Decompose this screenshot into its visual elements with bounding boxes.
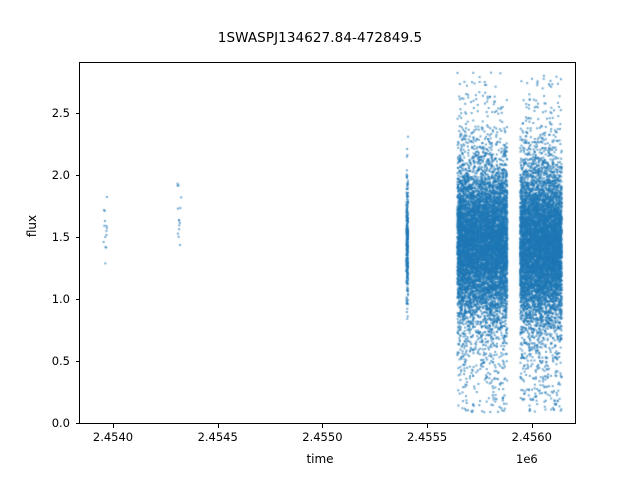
scatter-plot-canvas: [80, 63, 575, 423]
x-tick-label: 2.4555: [406, 430, 448, 444]
y-tick-mark: [75, 113, 79, 114]
x-tick-mark: [322, 424, 324, 428]
x-axis-label: time: [306, 452, 334, 466]
x-tick-mark: [217, 424, 219, 428]
y-tick-mark: [75, 237, 79, 238]
y-tick-label: 1.5: [51, 230, 70, 244]
y-tick-label: 0.5: [51, 354, 70, 368]
x-tick-label: 2.4540: [92, 430, 134, 444]
y-tick-mark: [75, 423, 79, 424]
x-tick-mark: [113, 424, 114, 428]
y-tick-mark: [75, 175, 79, 176]
x-tick-mark: [427, 424, 429, 428]
x-tick-label: 2.4550: [302, 430, 343, 444]
y-tick-mark: [75, 299, 79, 300]
plot-axes-area: [79, 62, 576, 424]
x-tick-label: 2.4560: [511, 430, 552, 444]
x-tick-label: 2.4545: [197, 430, 238, 444]
y-tick-label: 2.0: [51, 168, 70, 182]
x-tick-mark: [531, 424, 533, 428]
y-tick-label: 1.0: [51, 292, 70, 306]
y-axis-label: flux: [25, 214, 39, 238]
page-title: 1SWASPJ134627.84-472849.5: [217, 30, 423, 46]
x-axis-offset-label: 1e6: [516, 452, 538, 466]
y-tick-label: 2.5: [51, 106, 70, 120]
y-tick-mark: [75, 361, 79, 362]
y-tick-label: 0.0: [51, 416, 70, 430]
